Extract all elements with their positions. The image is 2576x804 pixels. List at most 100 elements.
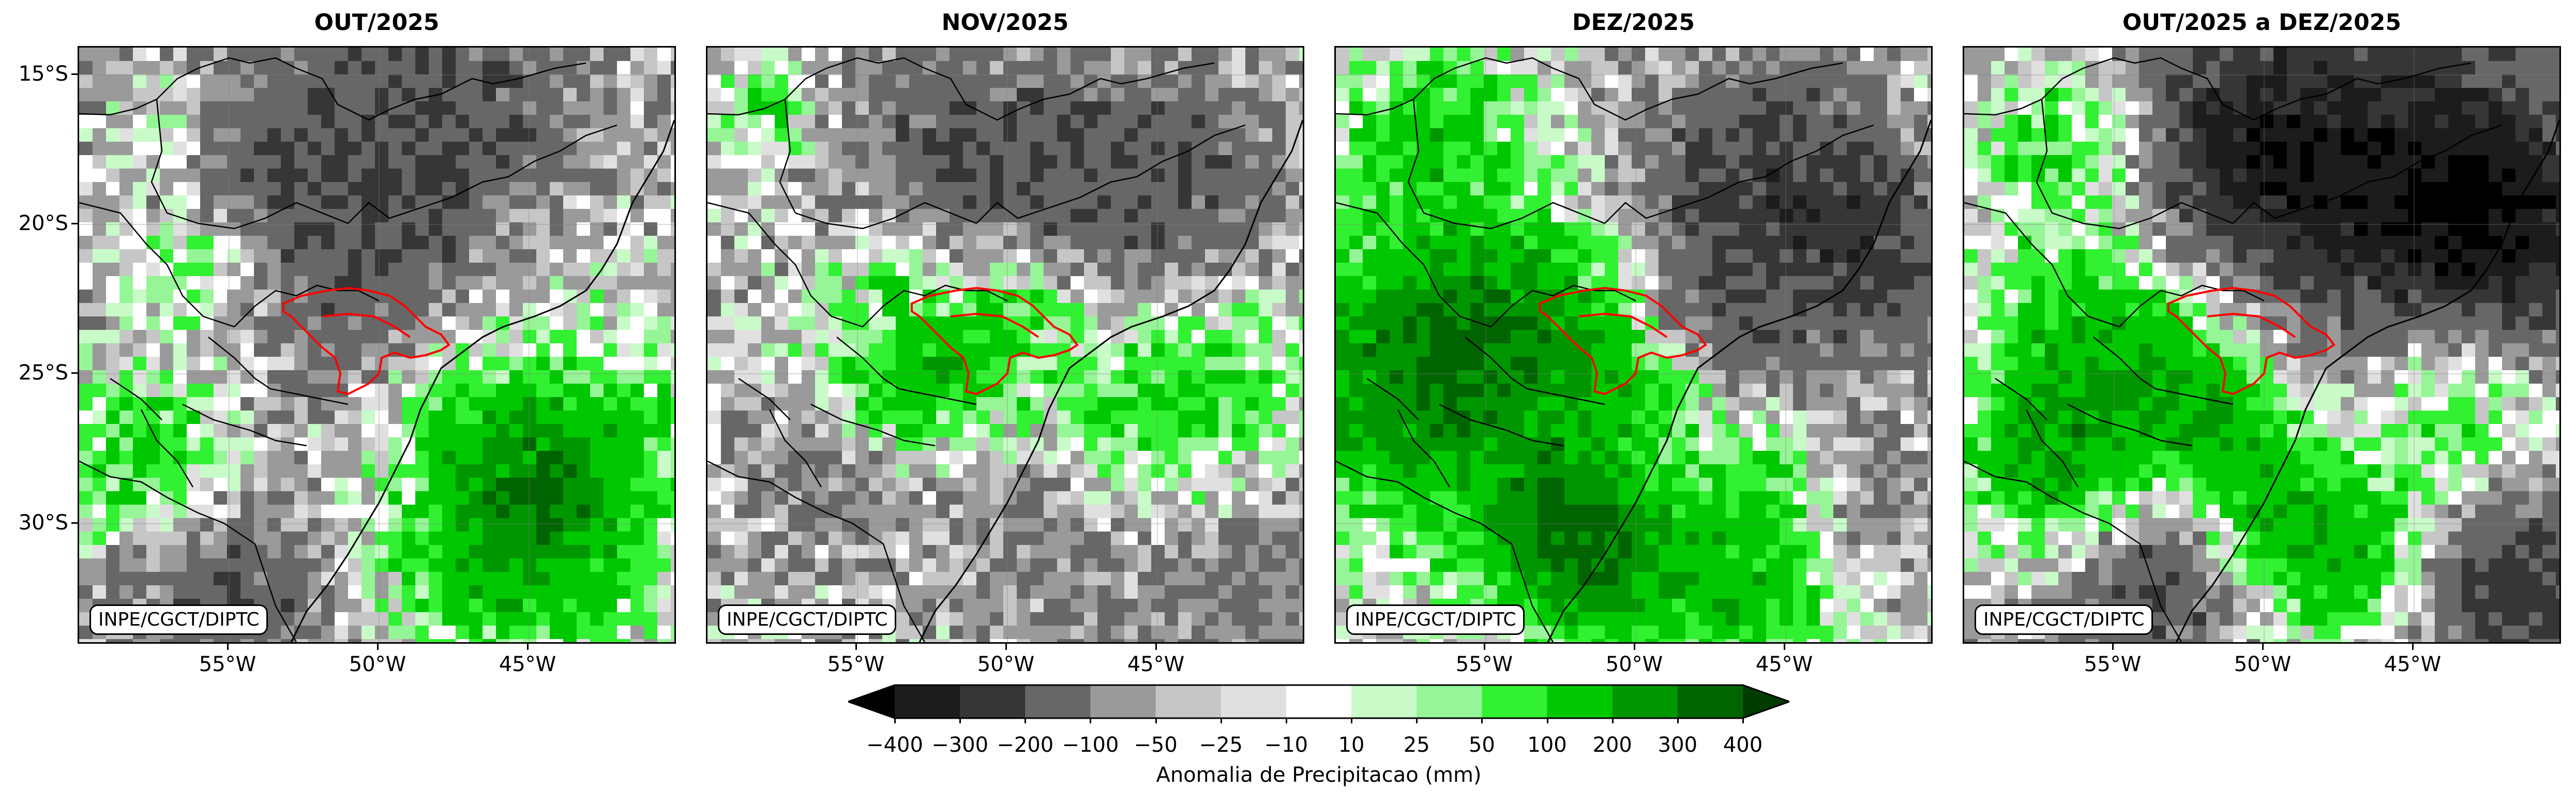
anomaly-cell [361, 612, 375, 626]
anomaly-cell [1044, 276, 1058, 290]
anomaly-cell [1887, 155, 1901, 169]
anomaly-cell [1272, 236, 1286, 250]
anomaly-cell [415, 639, 429, 642]
anomaly-cell [106, 182, 120, 196]
anomaly-cell [1484, 74, 1498, 88]
anomaly-cell [1793, 128, 1807, 142]
anomaly-cell [1793, 182, 1807, 196]
anomaly-cell [1044, 236, 1058, 250]
anomaly-cell [761, 88, 775, 102]
anomaly-cell [281, 558, 295, 572]
anomaly-cell [1363, 128, 1377, 142]
anomaly-cell [1538, 249, 1551, 263]
anomaly-cell [550, 585, 564, 599]
anomaly-cell [1084, 437, 1098, 451]
anomaly-cell [1286, 397, 1300, 411]
anomaly-cell [429, 612, 443, 626]
anomaly-cell [1497, 128, 1511, 142]
anomaly-cell [842, 572, 856, 586]
anomaly-cell [1218, 532, 1232, 545]
anomaly-cell [1376, 101, 1390, 115]
anomaly-cell [815, 451, 829, 465]
anomaly-cell [671, 518, 674, 532]
anomaly-cell [483, 182, 496, 196]
anomaly-cell [1739, 195, 1753, 209]
anomaly-cell [1766, 195, 1780, 209]
anomaly-cell [657, 532, 671, 545]
anomaly-cell [429, 384, 443, 398]
anomaly-cell [281, 532, 295, 545]
anomaly-cell [1470, 74, 1484, 88]
anomaly-cell [402, 612, 416, 626]
anomaly-cell [1003, 370, 1017, 384]
anomaly-cell [1057, 491, 1071, 505]
anomaly-cell [1245, 343, 1259, 357]
anomaly-cell [469, 370, 483, 384]
anomaly-cell [1151, 330, 1165, 344]
anomaly-cell [550, 343, 564, 357]
anomaly-cell [1299, 249, 1303, 263]
anomaly-cell [1470, 128, 1484, 142]
anomaly-cell [1299, 263, 1303, 277]
anomaly-cell [1299, 330, 1303, 344]
anomaly-cell [869, 370, 883, 384]
anomaly-cell [496, 451, 510, 465]
anomaly-cell [1178, 330, 1192, 344]
anomaly-cell [469, 142, 483, 156]
anomaly-cell [1349, 128, 1363, 142]
anomaly-cell [909, 128, 923, 142]
anomaly-cell [577, 585, 591, 599]
anomaly-cell [1349, 290, 1363, 304]
anomaly-cell [644, 545, 658, 559]
anomaly-cell [1111, 370, 1125, 384]
anomaly-cell [1178, 505, 1192, 519]
anomaly-cell [1860, 88, 1874, 102]
anomaly-cell [923, 585, 937, 599]
anomaly-cell [321, 518, 335, 532]
anomaly-cell [869, 491, 883, 505]
anomaly-cell [1927, 128, 1931, 142]
anomaly-cell [1245, 142, 1259, 156]
anomaly-cell [523, 263, 537, 277]
anomaly-cell [1245, 169, 1259, 183]
anomaly-cell [1349, 115, 1363, 129]
anomaly-cell [388, 128, 402, 142]
anomaly-cell [775, 451, 789, 465]
anomaly-cell [106, 397, 120, 411]
anomaly-cell [133, 142, 147, 156]
anomaly-cell [1336, 209, 1350, 223]
anomaly-cell [1470, 115, 1484, 129]
anomaly-cell [173, 276, 187, 290]
anomaly-cell [1286, 343, 1300, 357]
anomaly-cell [590, 397, 604, 411]
anomaly-cell [93, 585, 107, 599]
anomaly-cell [1551, 155, 1565, 169]
anomaly-cell [187, 572, 201, 586]
anomaly-cell [644, 330, 658, 344]
anomaly-cell [882, 397, 896, 411]
anomaly-cell [963, 612, 977, 626]
anomaly-cell [321, 585, 335, 599]
anomaly-cell [106, 343, 120, 357]
anomaly-cell [1457, 290, 1471, 304]
anomaly-cell [775, 397, 789, 411]
anomaly-cell [976, 424, 990, 438]
anomaly-cell [802, 222, 816, 236]
anomaly-cell [119, 491, 133, 505]
anomaly-cell [788, 249, 802, 263]
anomaly-cell [1057, 464, 1071, 478]
anomaly-cell [1457, 276, 1471, 290]
anomaly-cell [1336, 236, 1350, 250]
anomaly-cell [456, 451, 470, 465]
anomaly-cell [563, 61, 577, 75]
anomaly-cell [1430, 142, 1444, 156]
anomaly-cell [119, 572, 133, 586]
anomaly-cell [1484, 222, 1498, 236]
anomaly-cell [550, 330, 564, 344]
anomaly-cell [617, 155, 631, 169]
anomaly-cell [802, 357, 816, 371]
anomaly-cell [1739, 128, 1753, 142]
anomaly-cell [1097, 115, 1111, 129]
anomaly-cell [173, 411, 187, 424]
anomaly-cell [160, 330, 174, 344]
